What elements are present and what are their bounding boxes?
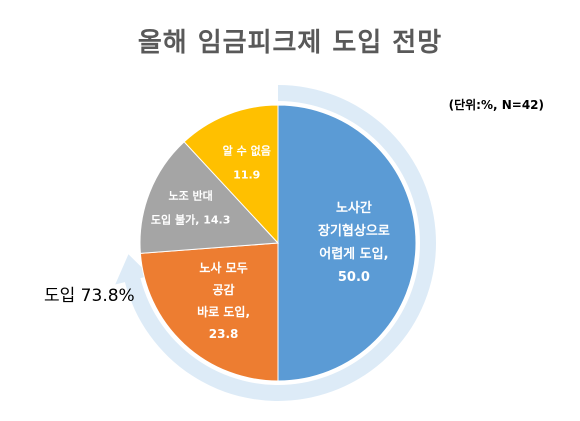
slice-label: 노조 반대 bbox=[168, 189, 212, 203]
slice-label: 바로 도입, bbox=[197, 304, 250, 319]
adoption-annotation: 도입 73.8% bbox=[44, 286, 135, 306]
pie-slice bbox=[139, 242, 279, 382]
slice-label: 장기협상으로 bbox=[318, 223, 390, 239]
pie-slices bbox=[139, 104, 417, 382]
pie-slice bbox=[277, 104, 417, 382]
slice-label: 노사 모두 bbox=[199, 260, 247, 275]
slice-label: 11.9 bbox=[233, 168, 260, 181]
slice-label: 노사간 bbox=[336, 200, 372, 216]
chart-title: 올해 임금피크제 도입 전망 bbox=[137, 28, 443, 58]
slice-label: 알 수 없음 bbox=[223, 143, 271, 157]
pie-slice bbox=[183, 104, 279, 245]
slice-label: 50.0 bbox=[338, 270, 370, 285]
unit-note: (단위:%, N=42) bbox=[448, 98, 544, 112]
pie-slice bbox=[139, 141, 280, 254]
slice-label: 어렵게 도입, bbox=[319, 246, 388, 262]
slice-label: 공감 bbox=[213, 282, 235, 297]
slice-label: 도입 불가, 14.3 bbox=[151, 213, 230, 227]
slice-label: 23.8 bbox=[209, 327, 239, 341]
